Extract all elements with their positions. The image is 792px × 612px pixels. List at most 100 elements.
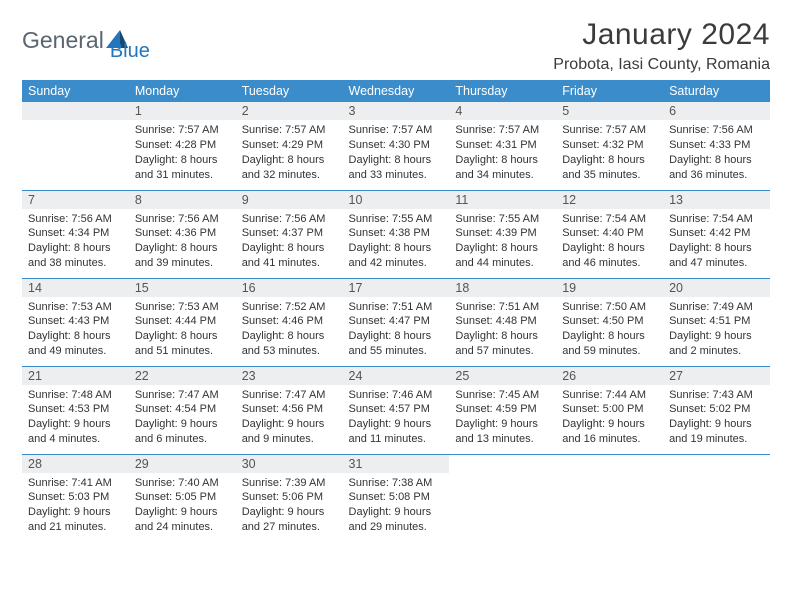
day-details: Sunrise: 7:49 AMSunset: 4:51 PMDaylight:…: [663, 297, 770, 365]
calendar-cell: [556, 454, 663, 542]
calendar-cell: 11Sunrise: 7:55 AMSunset: 4:39 PMDayligh…: [449, 190, 556, 278]
calendar-cell: 15Sunrise: 7:53 AMSunset: 4:44 PMDayligh…: [129, 278, 236, 366]
calendar-cell: 20Sunrise: 7:49 AMSunset: 4:51 PMDayligh…: [663, 278, 770, 366]
day-details: Sunrise: 7:53 AMSunset: 4:44 PMDaylight:…: [129, 297, 236, 365]
day-details: Sunrise: 7:46 AMSunset: 4:57 PMDaylight:…: [343, 385, 450, 453]
day-details: Sunrise: 7:54 AMSunset: 4:40 PMDaylight:…: [556, 209, 663, 277]
day-number: 7: [22, 191, 129, 209]
calendar-row: 1Sunrise: 7:57 AMSunset: 4:28 PMDaylight…: [22, 102, 770, 190]
day-number: 2: [236, 102, 343, 120]
calendar-cell: 13Sunrise: 7:54 AMSunset: 4:42 PMDayligh…: [663, 190, 770, 278]
day-number: 6: [663, 102, 770, 120]
day-details: Sunrise: 7:56 AMSunset: 4:36 PMDaylight:…: [129, 209, 236, 277]
day-number: 23: [236, 367, 343, 385]
calendar-cell: 28Sunrise: 7:41 AMSunset: 5:03 PMDayligh…: [22, 454, 129, 542]
day-number: 31: [343, 455, 450, 473]
calendar-cell: 8Sunrise: 7:56 AMSunset: 4:36 PMDaylight…: [129, 190, 236, 278]
calendar-cell: 29Sunrise: 7:40 AMSunset: 5:05 PMDayligh…: [129, 454, 236, 542]
day-header: Tuesday: [236, 80, 343, 102]
day-details: Sunrise: 7:40 AMSunset: 5:05 PMDaylight:…: [129, 473, 236, 541]
day-details: Sunrise: 7:57 AMSunset: 4:29 PMDaylight:…: [236, 120, 343, 188]
day-number: 14: [22, 279, 129, 297]
calendar-cell: 5Sunrise: 7:57 AMSunset: 4:32 PMDaylight…: [556, 102, 663, 190]
day-details: Sunrise: 7:39 AMSunset: 5:06 PMDaylight:…: [236, 473, 343, 541]
day-details: Sunrise: 7:48 AMSunset: 4:53 PMDaylight:…: [22, 385, 129, 453]
day-number: 25: [449, 367, 556, 385]
day-details: Sunrise: 7:47 AMSunset: 4:56 PMDaylight:…: [236, 385, 343, 453]
calendar-cell: 30Sunrise: 7:39 AMSunset: 5:06 PMDayligh…: [236, 454, 343, 542]
calendar-cell: 22Sunrise: 7:47 AMSunset: 4:54 PMDayligh…: [129, 366, 236, 454]
day-details: Sunrise: 7:57 AMSunset: 4:32 PMDaylight:…: [556, 120, 663, 188]
day-details: Sunrise: 7:51 AMSunset: 4:47 PMDaylight:…: [343, 297, 450, 365]
calendar-cell: 2Sunrise: 7:57 AMSunset: 4:29 PMDaylight…: [236, 102, 343, 190]
day-number: 5: [556, 102, 663, 120]
day-details: Sunrise: 7:38 AMSunset: 5:08 PMDaylight:…: [343, 473, 450, 541]
day-details: Sunrise: 7:45 AMSunset: 4:59 PMDaylight:…: [449, 385, 556, 453]
calendar-cell: 3Sunrise: 7:57 AMSunset: 4:30 PMDaylight…: [343, 102, 450, 190]
calendar-cell: 16Sunrise: 7:52 AMSunset: 4:46 PMDayligh…: [236, 278, 343, 366]
calendar-header-row: SundayMondayTuesdayWednesdayThursdayFrid…: [22, 80, 770, 102]
day-details: Sunrise: 7:43 AMSunset: 5:02 PMDaylight:…: [663, 385, 770, 453]
day-details: Sunrise: 7:44 AMSunset: 5:00 PMDaylight:…: [556, 385, 663, 453]
day-details: Sunrise: 7:55 AMSunset: 4:39 PMDaylight:…: [449, 209, 556, 277]
day-header: Wednesday: [343, 80, 450, 102]
day-number: 1: [129, 102, 236, 120]
calendar-row: 14Sunrise: 7:53 AMSunset: 4:43 PMDayligh…: [22, 278, 770, 366]
day-details: Sunrise: 7:57 AMSunset: 4:31 PMDaylight:…: [449, 120, 556, 188]
header: General Blue January 2024 Probota, Iasi …: [22, 18, 770, 74]
calendar-table: SundayMondayTuesdayWednesdayThursdayFrid…: [22, 80, 770, 542]
calendar-cell: 18Sunrise: 7:51 AMSunset: 4:48 PMDayligh…: [449, 278, 556, 366]
day-details: Sunrise: 7:41 AMSunset: 5:03 PMDaylight:…: [22, 473, 129, 541]
calendar-cell: 24Sunrise: 7:46 AMSunset: 4:57 PMDayligh…: [343, 366, 450, 454]
day-number: 11: [449, 191, 556, 209]
day-number: 26: [556, 367, 663, 385]
calendar-cell: 26Sunrise: 7:44 AMSunset: 5:00 PMDayligh…: [556, 366, 663, 454]
day-number: 19: [556, 279, 663, 297]
day-number: 30: [236, 455, 343, 473]
calendar-cell: 31Sunrise: 7:38 AMSunset: 5:08 PMDayligh…: [343, 454, 450, 542]
day-number: 12: [556, 191, 663, 209]
day-details: Sunrise: 7:56 AMSunset: 4:34 PMDaylight:…: [22, 209, 129, 277]
calendar-cell: 14Sunrise: 7:53 AMSunset: 4:43 PMDayligh…: [22, 278, 129, 366]
calendar-row: 21Sunrise: 7:48 AMSunset: 4:53 PMDayligh…: [22, 366, 770, 454]
calendar-cell: 25Sunrise: 7:45 AMSunset: 4:59 PMDayligh…: [449, 366, 556, 454]
day-header: Monday: [129, 80, 236, 102]
day-header: Thursday: [449, 80, 556, 102]
day-number: 22: [129, 367, 236, 385]
day-header: Sunday: [22, 80, 129, 102]
day-number: 15: [129, 279, 236, 297]
calendar-cell: [22, 102, 129, 190]
day-number: 18: [449, 279, 556, 297]
day-number: 8: [129, 191, 236, 209]
calendar-cell: 21Sunrise: 7:48 AMSunset: 4:53 PMDayligh…: [22, 366, 129, 454]
day-header: Friday: [556, 80, 663, 102]
day-details: Sunrise: 7:47 AMSunset: 4:54 PMDaylight:…: [129, 385, 236, 453]
calendar-cell: [663, 454, 770, 542]
calendar-row: 7Sunrise: 7:56 AMSunset: 4:34 PMDaylight…: [22, 190, 770, 278]
brand-blue: Blue: [110, 40, 150, 63]
day-number: 28: [22, 455, 129, 473]
day-number: 10: [343, 191, 450, 209]
day-details: Sunrise: 7:50 AMSunset: 4:50 PMDaylight:…: [556, 297, 663, 365]
day-number: 16: [236, 279, 343, 297]
day-number: 13: [663, 191, 770, 209]
day-number: 21: [22, 367, 129, 385]
title-block: January 2024 Probota, Iasi County, Roman…: [553, 18, 770, 74]
day-details: Sunrise: 7:56 AMSunset: 4:37 PMDaylight:…: [236, 209, 343, 277]
day-details: Sunrise: 7:54 AMSunset: 4:42 PMDaylight:…: [663, 209, 770, 277]
day-number: 20: [663, 279, 770, 297]
brand-logo: General Blue: [22, 18, 150, 63]
calendar-cell: 12Sunrise: 7:54 AMSunset: 4:40 PMDayligh…: [556, 190, 663, 278]
calendar-cell: 17Sunrise: 7:51 AMSunset: 4:47 PMDayligh…: [343, 278, 450, 366]
day-details: Sunrise: 7:53 AMSunset: 4:43 PMDaylight:…: [22, 297, 129, 365]
calendar-cell: 27Sunrise: 7:43 AMSunset: 5:02 PMDayligh…: [663, 366, 770, 454]
month-title: January 2024: [553, 18, 770, 52]
location-text: Probota, Iasi County, Romania: [553, 56, 770, 74]
calendar-body: 1Sunrise: 7:57 AMSunset: 4:28 PMDaylight…: [22, 102, 770, 542]
calendar-cell: 10Sunrise: 7:55 AMSunset: 4:38 PMDayligh…: [343, 190, 450, 278]
day-number: 27: [663, 367, 770, 385]
day-number: 24: [343, 367, 450, 385]
day-number: 29: [129, 455, 236, 473]
day-number: 4: [449, 102, 556, 120]
day-details: Sunrise: 7:52 AMSunset: 4:46 PMDaylight:…: [236, 297, 343, 365]
